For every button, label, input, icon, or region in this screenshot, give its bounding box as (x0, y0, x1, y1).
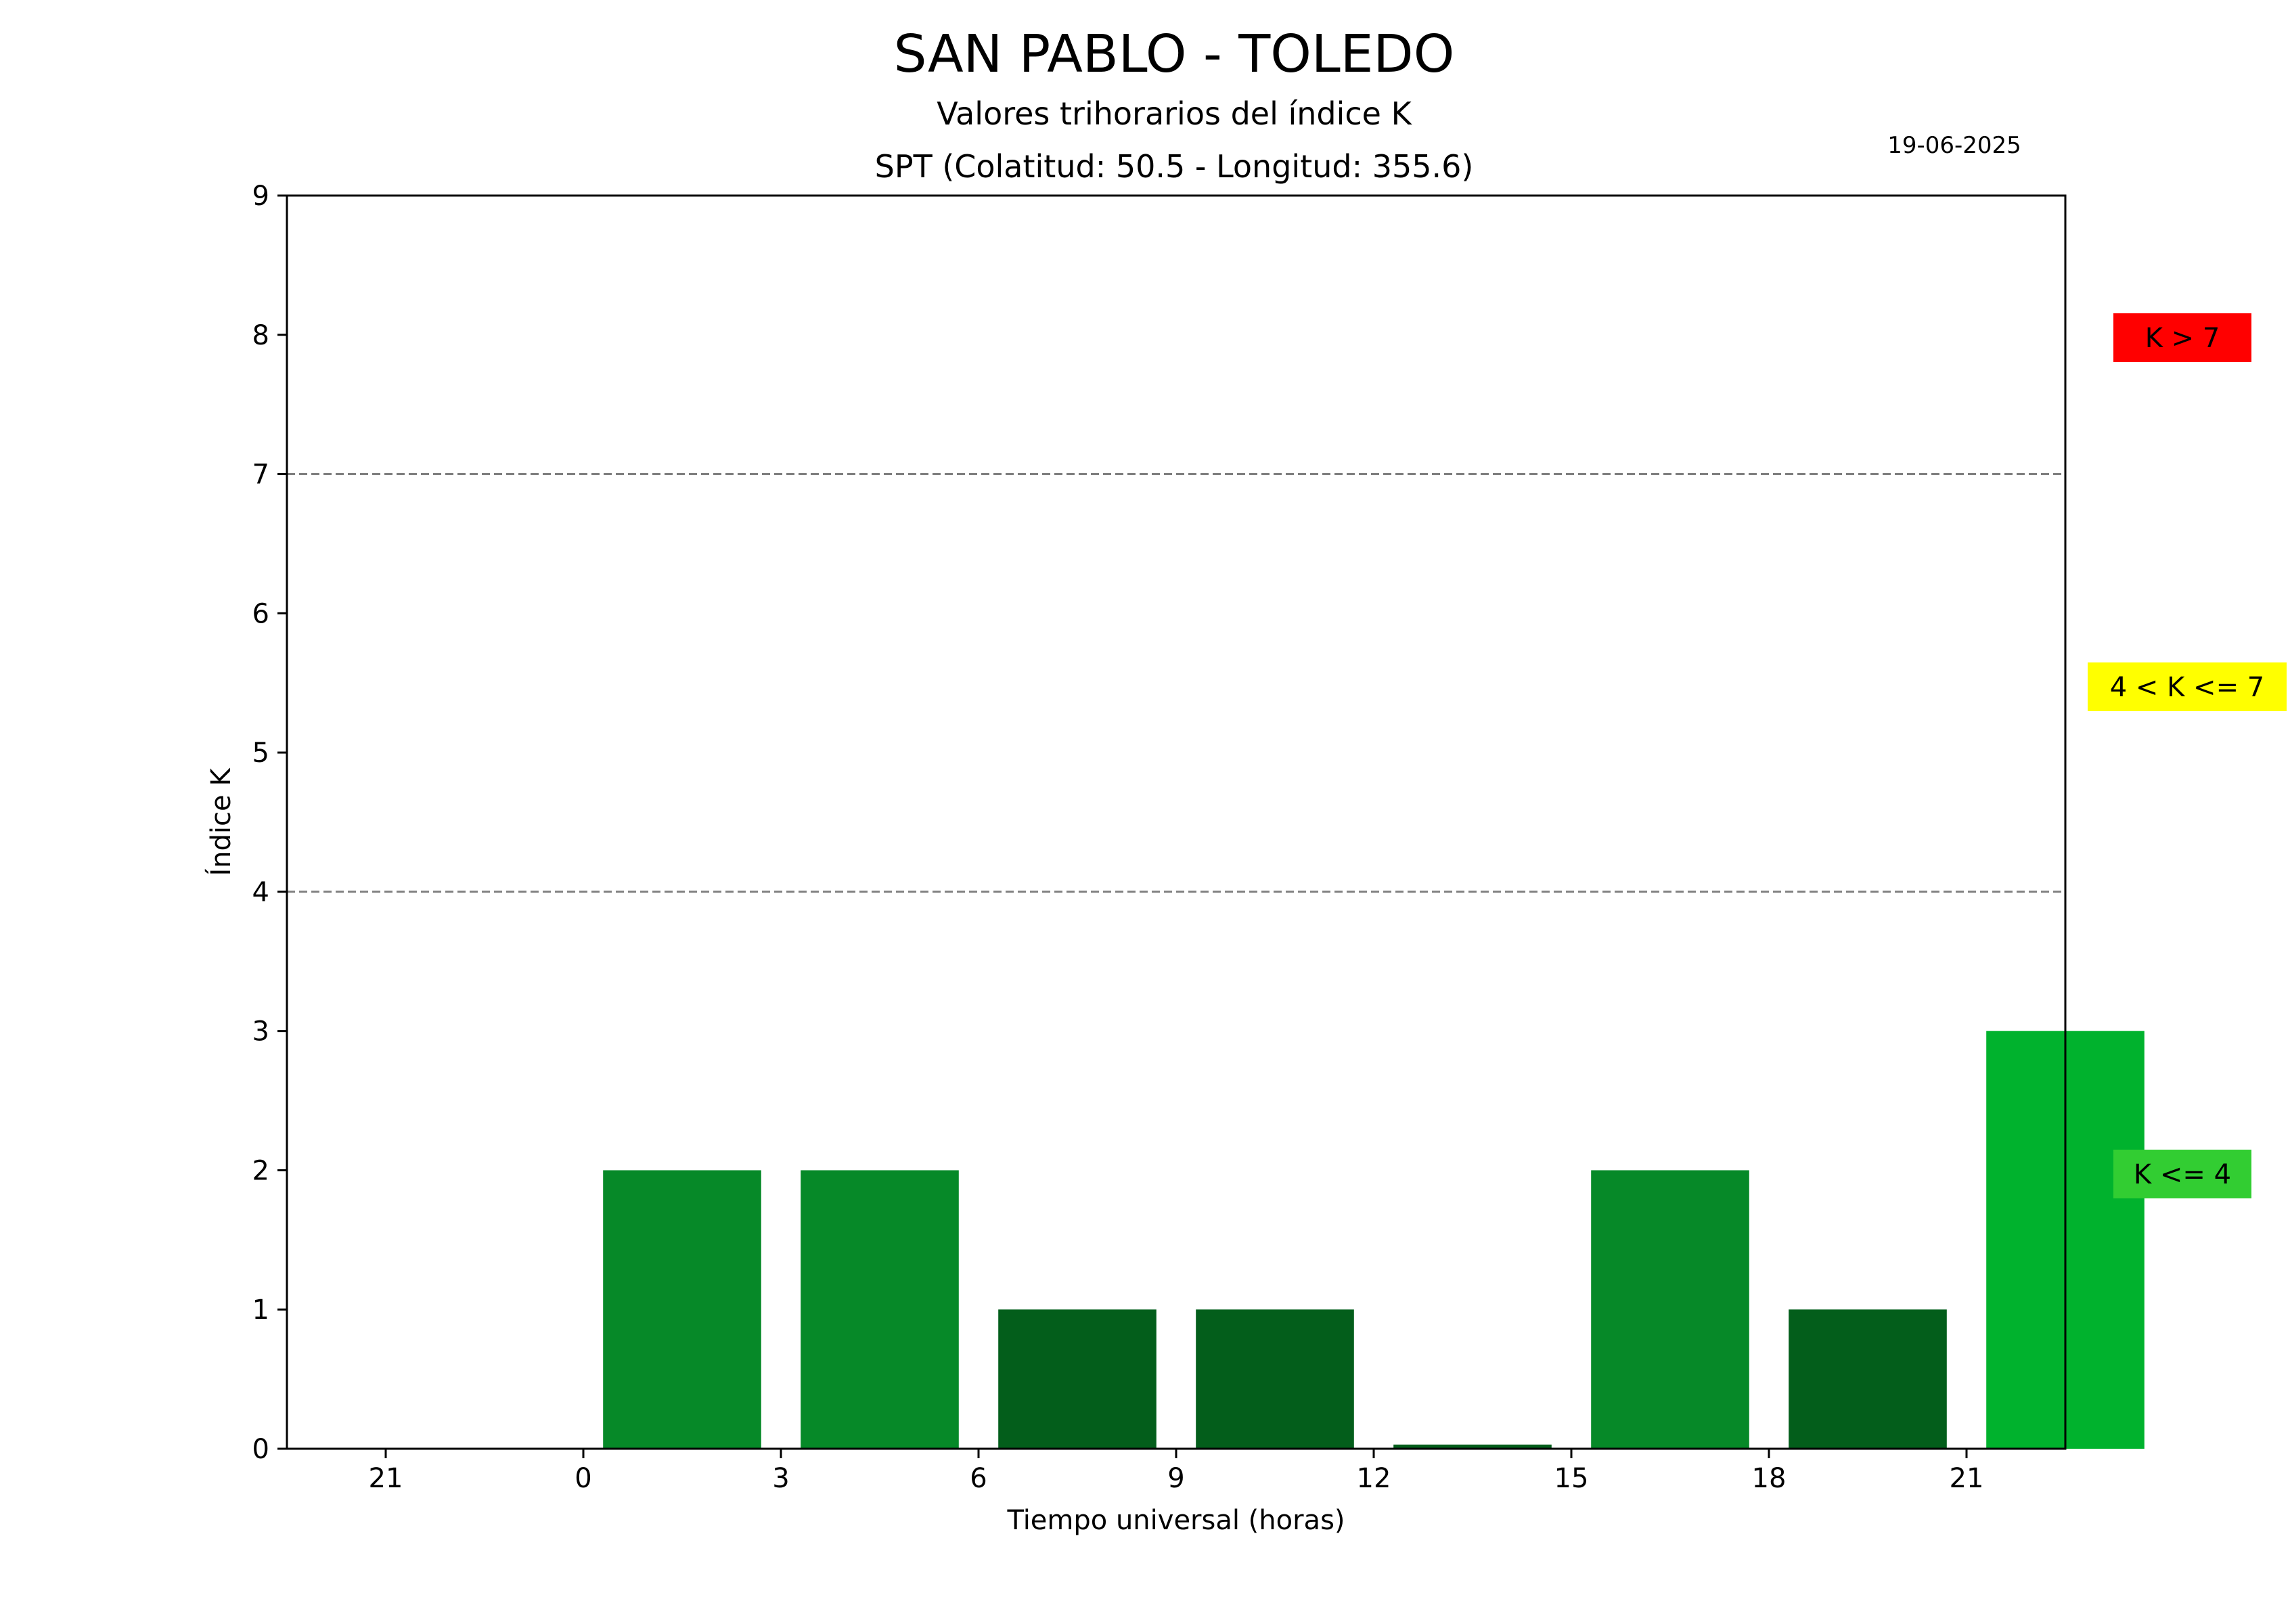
bars (603, 1031, 2145, 1449)
x-tick-label-7: 18 (1752, 1463, 1787, 1494)
legend: K > 7 4 < K <= 7 K <= 4 (2088, 313, 2287, 1198)
x-tick-label-3: 6 (970, 1463, 987, 1494)
station-info: SPT (Colatitud: 50.5 - Longitud: 355.6) (875, 148, 1474, 185)
x-axis: 21 0 3 6 9 12 15 18 21 (369, 1449, 1984, 1494)
x-tick-label-2: 3 (772, 1463, 789, 1494)
bar-4 (1393, 1444, 1552, 1449)
y-tick-label-2: 2 (252, 1155, 269, 1186)
y-tick-label-7: 7 (252, 459, 269, 491)
plot-frame (286, 194, 2067, 1450)
y-tick-label-4: 4 (252, 877, 269, 908)
chart-subtitle: Valores trihorarios del índice K (937, 95, 1412, 132)
x-tick-label-5: 12 (1357, 1463, 1391, 1494)
y-tick-label-8: 8 (252, 320, 269, 351)
y-tick-label-5: 5 (252, 738, 269, 769)
x-tick-label-8: 21 (1950, 1463, 1984, 1494)
legend-box-1 (2088, 662, 2287, 711)
y-tick-label-1: 1 (252, 1294, 269, 1326)
legend-label-2: K <= 4 (2134, 1159, 2231, 1190)
y-tick-label-6: 6 (252, 598, 269, 629)
x-tick-label-4: 9 (1167, 1463, 1184, 1494)
y-tick-label-9: 9 (252, 181, 269, 212)
x-tick-label-0: 21 (369, 1463, 403, 1494)
chart-title: SAN PABLO - TOLEDO (894, 24, 1455, 85)
bar-2 (998, 1309, 1157, 1449)
y-axis-label: Índice K (204, 767, 237, 876)
legend-box-0 (2113, 313, 2251, 362)
x-tick-label-6: 15 (1554, 1463, 1589, 1494)
threshold-lines (287, 473, 2065, 893)
y-tick-label-0: 0 (252, 1434, 269, 1465)
legend-label-1: 4 < K <= 7 (2110, 672, 2265, 703)
bar-5 (1591, 1170, 1749, 1449)
bar-1 (801, 1170, 959, 1449)
bar-6 (1789, 1309, 1947, 1449)
legend-box-2 (2113, 1150, 2251, 1198)
legend-label-0: K > 7 (2145, 323, 2220, 354)
chart-date: 19-06-2025 (1887, 132, 2021, 159)
y-axis: 0 1 2 3 4 5 6 7 8 9 (252, 181, 287, 1465)
x-axis-label: Tiempo universal (horas) (1006, 1505, 1345, 1536)
x-tick-label-1: 0 (575, 1463, 591, 1494)
bar-0 (603, 1170, 761, 1449)
bar-3 (1196, 1309, 1354, 1449)
y-tick-label-3: 3 (252, 1016, 269, 1047)
